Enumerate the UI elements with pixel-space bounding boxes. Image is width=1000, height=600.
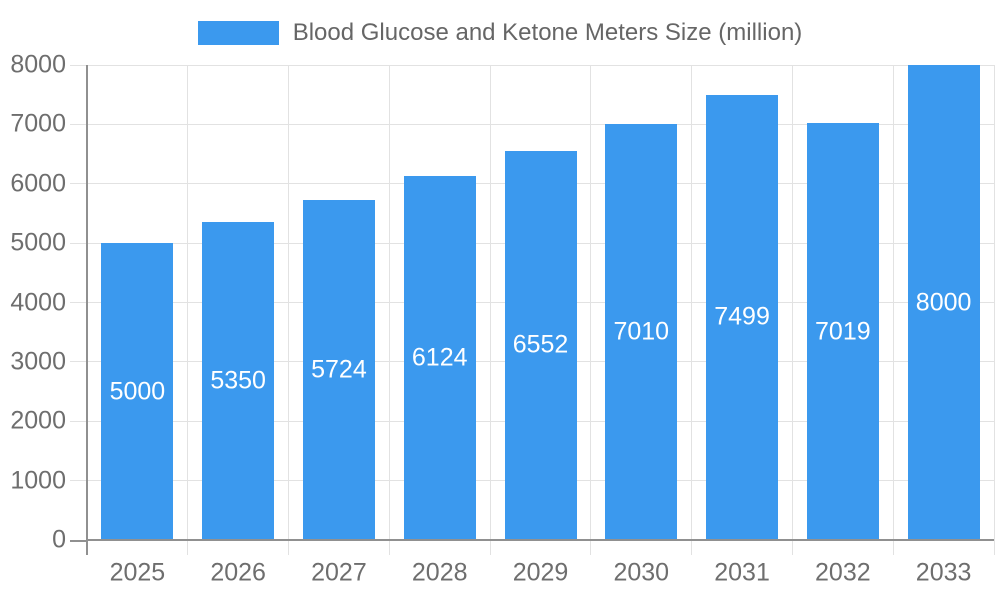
bar-2033[interactable] <box>907 65 980 540</box>
y-axis-tick <box>70 302 87 303</box>
bar-value-label: 5724 <box>311 355 367 384</box>
gridline-vertical <box>791 65 793 555</box>
bar-2030[interactable] <box>605 123 678 540</box>
gridline-vertical <box>993 65 995 555</box>
bar-2031[interactable] <box>706 94 779 540</box>
y-axis-tick <box>70 64 87 66</box>
bar-2032[interactable] <box>806 123 879 540</box>
legend-item[interactable]: Blood Glucose and Ketone Meters Size (mi… <box>0 19 1000 46</box>
bar-2025[interactable] <box>101 243 174 540</box>
gridline-vertical <box>590 65 592 555</box>
y-axis-tick <box>70 361 87 363</box>
gridline-vertical <box>691 65 693 555</box>
gridline-vertical <box>892 65 894 555</box>
y-axis-tick <box>70 539 87 542</box>
bar-2027[interactable] <box>302 200 375 540</box>
y-axis-tick <box>70 242 87 244</box>
gridline-horizontal <box>87 64 994 66</box>
x-tick-label: 2028 <box>411 558 468 587</box>
y-tick-label: 2000 <box>10 406 66 435</box>
x-tick-label: 2033 <box>915 558 972 587</box>
x-tick-label: 2027 <box>311 558 367 587</box>
bar-value-label: 7010 <box>613 317 670 346</box>
y-tick-label: 4000 <box>10 288 66 316</box>
bar-value-label: 8000 <box>915 288 972 316</box>
gridline-vertical <box>187 65 189 555</box>
y-axis-line <box>86 65 88 555</box>
x-tick-label: 2032 <box>815 558 871 587</box>
gridline-vertical <box>388 65 390 555</box>
y-axis-tick <box>70 420 87 422</box>
bar-value-label: 7499 <box>714 302 770 331</box>
y-tick-label: 3000 <box>10 347 66 376</box>
bar-value-label: 6124 <box>411 343 468 372</box>
x-tick-label: 2031 <box>714 558 770 587</box>
gridline-vertical <box>288 65 290 555</box>
gridline-vertical <box>489 65 491 555</box>
bar-value-label: 5350 <box>210 366 266 395</box>
legend-label: Blood Glucose and Ketone Meters Size (mi… <box>292 19 803 46</box>
bar-2028[interactable] <box>403 176 476 540</box>
y-tick-label: 6000 <box>10 169 66 198</box>
x-axis-line <box>87 539 994 541</box>
y-axis-tick <box>70 123 87 125</box>
gridline-horizontal <box>87 123 994 125</box>
bar-value-label: 7019 <box>815 317 871 346</box>
y-tick-label: 1000 <box>10 466 66 495</box>
y-tick-label: 0 <box>52 525 66 554</box>
y-axis-tick <box>70 183 87 185</box>
x-tick-label: 2029 <box>512 558 569 587</box>
bar-2029[interactable] <box>504 150 577 540</box>
y-tick-label: 8000 <box>10 50 66 79</box>
y-axis-tick <box>70 480 87 482</box>
x-tick-label: 2030 <box>613 558 670 587</box>
bar-2026[interactable] <box>202 222 275 540</box>
bar-value-label: 5000 <box>109 377 166 406</box>
bar-value-label: 6552 <box>512 330 569 359</box>
x-tick-label: 2025 <box>109 558 166 587</box>
legend-swatch <box>197 21 279 45</box>
y-tick-label: 5000 <box>10 228 66 257</box>
y-tick-label: 7000 <box>10 109 66 138</box>
x-tick-label: 2026 <box>210 558 266 587</box>
